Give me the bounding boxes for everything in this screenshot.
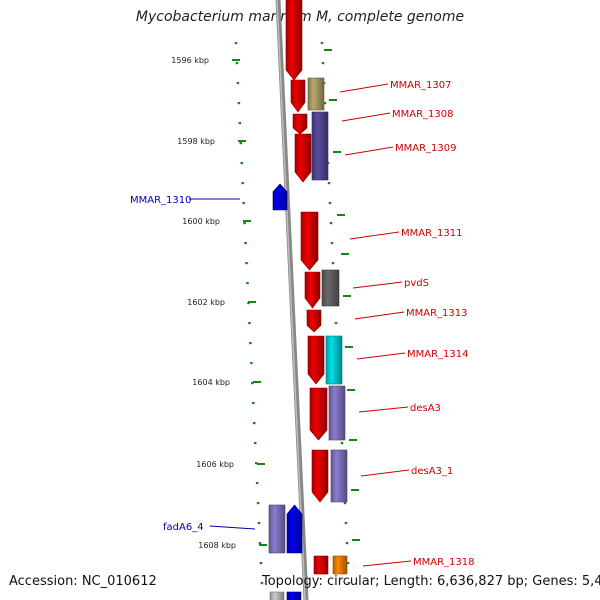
gene-label: desA3 [410,403,441,414]
feature-box [321,269,340,307]
inner-tick-track [234,42,264,585]
gene-arrow-forward [272,183,288,211]
feature-box [269,591,285,600]
axis-tick-label: 1608 kbp [198,541,236,550]
backbone-line [275,0,309,600]
axis-tick-label: 1606 kbp [196,460,234,469]
axis-tick-label: 1596 kbp [171,56,209,65]
axis-tick-label: 1600 kbp [182,217,220,226]
backbone-highlight [276,0,306,600]
gene-label: MMAR_1307 [390,80,452,91]
gene-label: MMAR_1314 [407,349,469,360]
gene-label: fadA6_4 [163,522,204,533]
gene-label: desA3_1 [411,466,453,477]
feature-box [307,77,325,111]
feature-box [311,111,329,181]
gene-arrow-reverse [300,211,319,271]
gene-leader-line [358,406,409,413]
gene-leader-line [349,231,400,240]
gene-leader-line [344,146,394,156]
gene-arrow-reverse [306,309,322,333]
gene-label: MMAR_1308 [392,109,454,120]
gene-leader-line [360,469,410,477]
axis-tick-label: 1604 kbp [192,378,230,387]
gene-arrow-reverse [309,387,328,441]
gene-arrow-forward [286,504,303,554]
gene-leader-line [362,560,412,567]
gene-arrow-reverse [292,113,308,135]
gene-label-layer: MMAR_1307 MMAR_1308 MMAR_1309 MMAR_1310 MMAR… [130,80,475,568]
feature-box [330,449,348,503]
genome-backbone [275,0,309,600]
gene-leader-line [339,83,389,93]
feature-box [328,385,346,441]
topology-text: Topology: circular; Length: 6,636,827 bp… [262,574,600,589]
gene-arrow-reverse [313,555,329,575]
gene-label: MMAR_1309 [395,143,457,154]
axis-tick-label: 1602 kbp [187,298,225,307]
gene-label: MMAR_1310 [130,195,192,206]
accession-text: Accession: NC_010612 [9,574,157,589]
feature-box [268,504,286,554]
gene-leader-line [352,281,403,289]
gene-leader-line [209,525,256,530]
gene-label: MMAR_1313 [406,308,468,319]
gene-track [268,0,348,600]
gene-arrow-reverse [290,79,306,113]
gene-label: MMAR_1318 [413,557,475,568]
gene-arrow-reverse [307,335,325,385]
feature-box [332,555,348,575]
gene-label: MMAR_1311 [401,228,463,239]
gene-label: pvdS [404,278,429,289]
gene-arrow-reverse [294,133,312,183]
gene-arrow-reverse [311,449,329,503]
gene-leader-line [354,311,405,320]
axis-label-layer: 1596 kbp 1598 kbp 1600 kbp 1602 kbp 1604 kbp… [171,56,267,550]
axis-tick-label: 1598 kbp [177,137,215,146]
gene-arrow-reverse [304,271,321,309]
gene-leader-line [341,112,391,122]
feature-box [325,335,343,385]
gene-arrow-reverse [285,0,303,81]
gene-leader-line [356,352,406,360]
feature-box [286,591,302,600]
